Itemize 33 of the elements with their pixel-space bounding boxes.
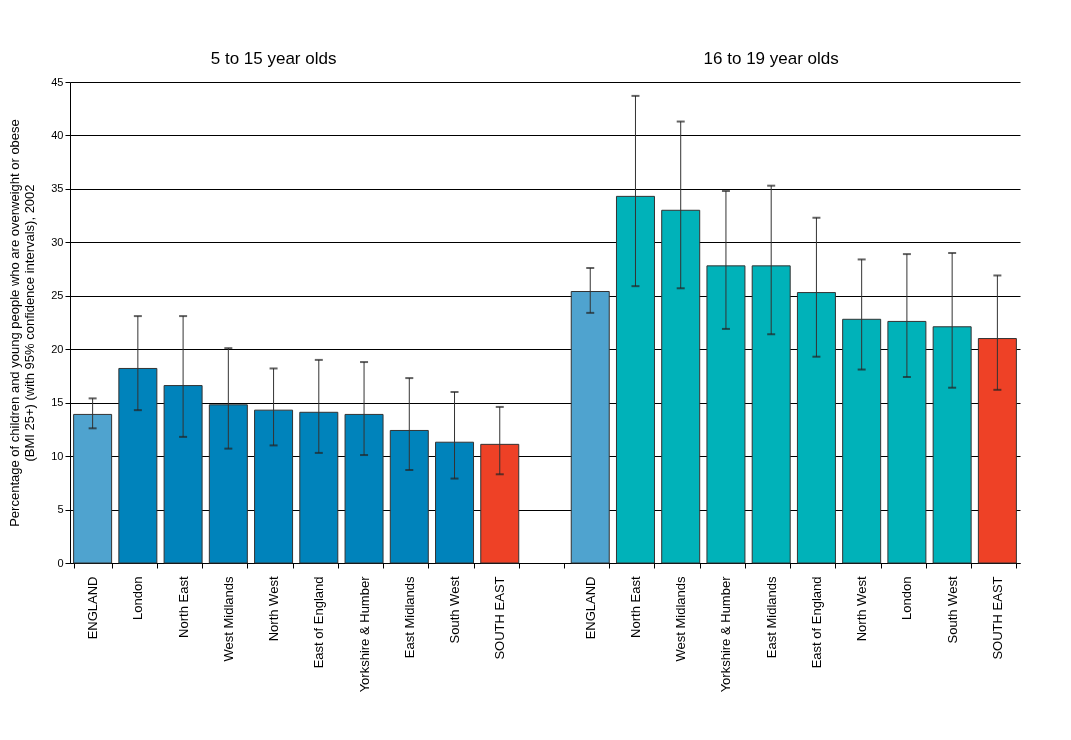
x-tick-label: Yorkshire & Humber: [356, 575, 372, 693]
x-tick-label: North East: [627, 576, 643, 638]
x-tick-label: London: [899, 576, 915, 620]
y-tick-label: 10: [51, 449, 64, 462]
y-tick-label: 20: [51, 342, 64, 355]
text: 16 to 19 year olds: [703, 49, 839, 68]
y-tick-label: 25: [51, 289, 64, 302]
y-tick-label: 5: [57, 503, 64, 516]
x-tick-label: North East: [175, 576, 191, 638]
x-tick-label: North West: [266, 576, 282, 642]
x-tick-label: ENGLAND: [582, 576, 598, 640]
x-tick-label: East Midlands: [763, 576, 779, 659]
x-tick-label: West Midlands: [220, 576, 236, 662]
y-tick-label: 15: [51, 396, 64, 409]
x-tick-label: East Midlands: [401, 576, 417, 659]
y-tick-label: 45: [51, 75, 64, 88]
x-tick-label: North West: [854, 576, 870, 642]
x-tick-label: South West: [447, 576, 463, 644]
y-tick-label: 35: [51, 182, 64, 195]
x-tick-label: SOUTH EAST: [492, 576, 508, 660]
x-tick-label: Yorkshire & Humber: [718, 575, 734, 693]
x-tick-label: ENGLAND: [85, 576, 101, 640]
y-tick-label: 0: [57, 556, 64, 569]
text: 5 to 15 year olds: [210, 49, 337, 68]
x-tick-label: East of England: [808, 576, 824, 669]
x-tick-label: South West: [944, 576, 960, 644]
x-tick-label: East of England: [311, 576, 327, 669]
y-tick-label: 40: [51, 128, 64, 141]
y-tick-label: 30: [51, 235, 64, 248]
y-axis-title: Percentage of children and young people who are overweight or obese (BMI 25+) (with 95% confidence intervals), 2002: [7, 119, 38, 527]
x-tick-label: London: [130, 576, 146, 620]
x-tick-label: West Midlands: [673, 576, 689, 662]
x-tick-label: SOUTH EAST: [989, 576, 1005, 660]
